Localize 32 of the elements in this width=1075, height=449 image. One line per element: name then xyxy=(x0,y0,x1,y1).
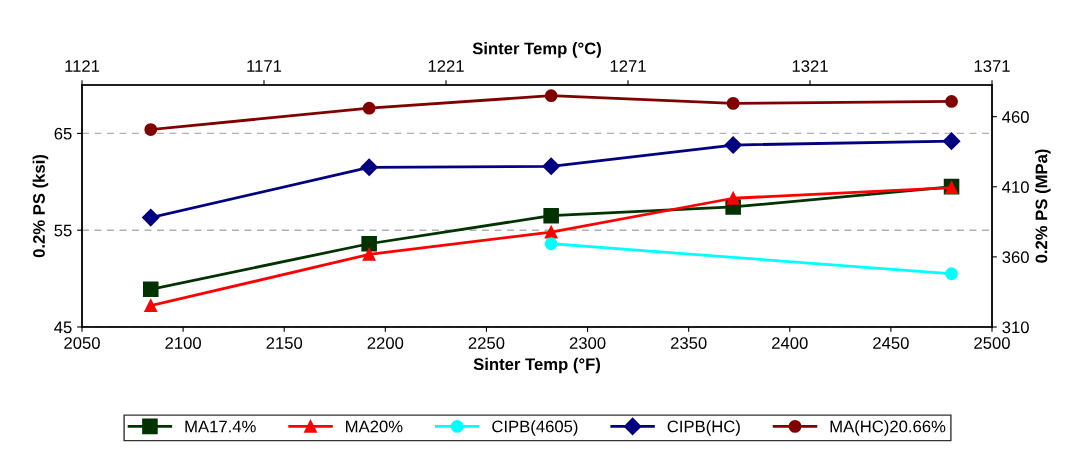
x-tick-label: 2450 xyxy=(873,337,909,349)
y2-tick-label: 360 xyxy=(1002,251,1029,264)
legend-label: MA20% xyxy=(346,420,403,433)
y-tick-label: 55 xyxy=(54,224,72,237)
x-tick-label: 2300 xyxy=(569,337,606,349)
y2-axis-title: 0.2% PS (MPa) xyxy=(1035,149,1051,263)
x2-tick-label: 1221 xyxy=(428,60,464,72)
x2-tick-label: 1271 xyxy=(610,60,646,72)
x-tick-label: 2200 xyxy=(367,337,404,349)
x2-tick-label: 1321 xyxy=(792,60,828,72)
y2-tick-label: 460 xyxy=(1002,111,1029,123)
x-tick-label: 2500 xyxy=(974,337,1010,349)
y-tick-label: 45 xyxy=(54,321,72,334)
y-axis-title: 0.2% PS (ksi) xyxy=(32,154,49,258)
x2-tick-label: 1171 xyxy=(247,60,282,72)
x-tick-label: 2050 xyxy=(64,337,100,349)
x-tick-label: 2150 xyxy=(266,337,303,349)
x2-tick-label: 1371 xyxy=(974,60,1010,72)
x-tick-label: 2400 xyxy=(772,337,808,349)
x-axis-title: Sinter Temp (°F) xyxy=(473,357,601,374)
legend-label: CIPB(4605) xyxy=(492,420,578,436)
legend-label: MA(HC)20.66% xyxy=(830,420,946,436)
y2-tick-label: 410 xyxy=(1002,181,1029,193)
x-tick-label: 2100 xyxy=(165,337,201,349)
x-tick-label: 2350 xyxy=(670,337,707,349)
x-tick-label: 2250 xyxy=(468,337,505,349)
x2-axis-title: Sinter Temp (°C) xyxy=(472,42,601,58)
y-tick-label: 65 xyxy=(54,127,72,140)
y2-tick-label: 310 xyxy=(1002,321,1029,334)
x2-tick-label: 1121 xyxy=(65,60,100,72)
legend-label: CIPB(HC) xyxy=(667,420,740,436)
legend-label: MA17.4% xyxy=(185,420,256,433)
